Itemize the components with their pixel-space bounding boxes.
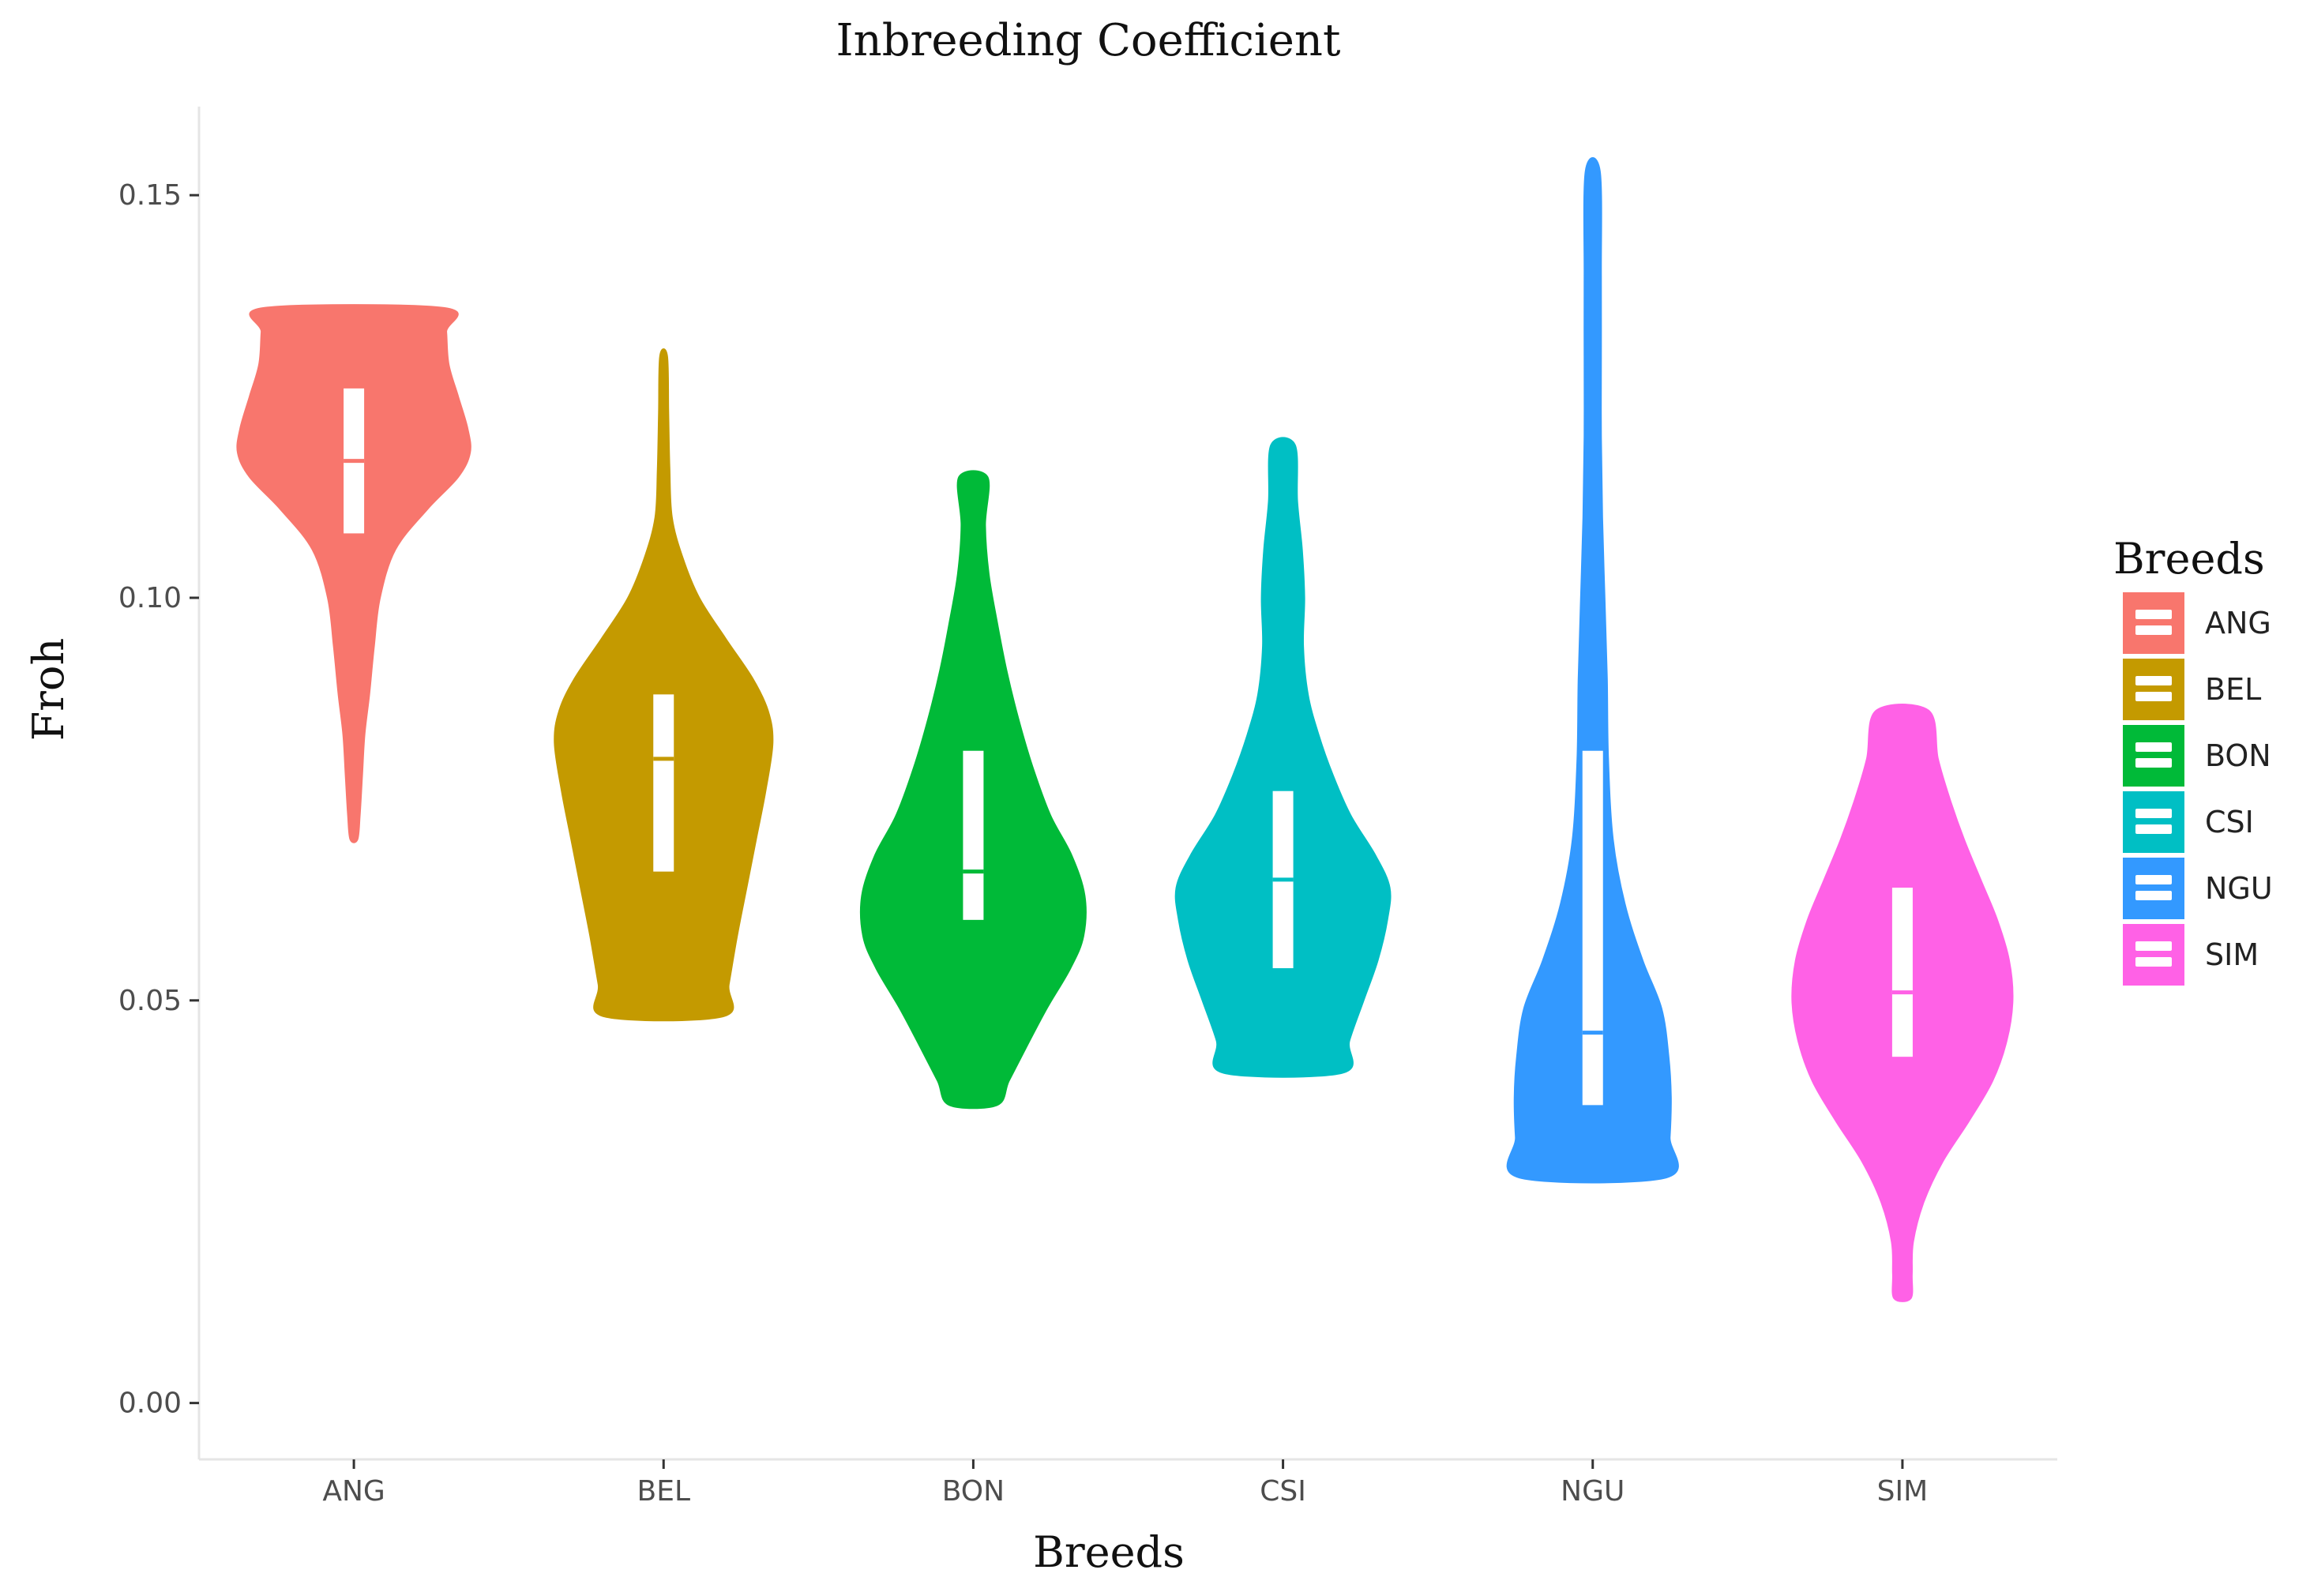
x-tick-label: NGU (1561, 1475, 1625, 1508)
legend-item-ngu: NGU (2123, 858, 2273, 919)
legend-key-box-top (2135, 809, 2172, 818)
legend-items: ANG BEL BON CSI NGU SIM (2123, 592, 2273, 986)
legend-label: ANG (2205, 606, 2271, 640)
violins (236, 157, 2014, 1302)
iqr-box (1582, 750, 1603, 1106)
violin-shape (236, 304, 471, 843)
legend-label: BON (2205, 738, 2271, 773)
y-tick-label: 0.10 (118, 582, 182, 614)
legend-item-sim: SIM (2123, 924, 2259, 986)
y-tick-label: 0.00 (118, 1388, 182, 1420)
legend-key-box-top (2135, 676, 2172, 685)
legend-key-box-top (2135, 875, 2172, 884)
legend-key (2123, 791, 2184, 853)
legend-label: BEL (2205, 672, 2261, 707)
legend-key-box-top (2135, 610, 2172, 619)
x-tick-label: SIM (1877, 1475, 1929, 1508)
legend-key (2123, 858, 2184, 919)
violin-sim (1791, 704, 2014, 1302)
violin-bon (859, 470, 1087, 1110)
chart-title: Inbreeding Coefficient (836, 15, 1341, 66)
violin-shape (1174, 437, 1392, 1078)
x-tick-label: ANG (322, 1475, 385, 1508)
x-axis-ticks: ANG BEL BON CSI NGU SIM (322, 1459, 1928, 1508)
y-axis-ticks: 0.00 0.05 0.10 0.15 (118, 179, 199, 1420)
y-tick-label: 0.15 (118, 179, 182, 212)
legend-item-csi: CSI (2123, 791, 2254, 853)
legend-key-box-bottom (2135, 625, 2172, 635)
plot-panel (197, 107, 2057, 1461)
legend-item-ang: ANG (2123, 592, 2271, 654)
legend-key-box-bottom (2135, 891, 2172, 900)
legend-key (2123, 659, 2184, 720)
legend-key (2123, 592, 2184, 654)
violin-shape (1506, 157, 1679, 1184)
legend-label: NGU (2205, 871, 2273, 906)
legend-item-bon: BON (2123, 725, 2271, 787)
legend-key-box-bottom (2135, 824, 2172, 834)
legend-item-bel: BEL (2123, 659, 2261, 720)
violin-csi (1174, 437, 1392, 1078)
legend-key-box-top (2135, 742, 2172, 752)
legend-key-box-bottom (2135, 957, 2172, 967)
x-tick-label: BON (942, 1475, 1005, 1508)
violin-bel (554, 348, 774, 1022)
legend-key-box-top (2135, 941, 2172, 951)
legend-key (2123, 725, 2184, 787)
x-axis-title: Breeds (1033, 1527, 1185, 1577)
violin-ang (236, 304, 471, 843)
legend-key-box-bottom (2135, 692, 2172, 701)
legend-label: CSI (2205, 805, 2254, 839)
legend-title: Breeds (2113, 534, 2265, 584)
iqr-box (1891, 888, 1913, 1057)
violin-shape (554, 348, 774, 1022)
legend: Breeds ANG BEL BON CSI NGU SIM (2113, 534, 2273, 986)
y-tick-label: 0.05 (118, 985, 182, 1017)
legend-label: SIM (2205, 937, 2259, 972)
x-tick-label: CSI (1260, 1475, 1306, 1508)
y-axis-title: Froh (24, 638, 73, 742)
legend-key-box-bottom (2135, 758, 2172, 768)
iqr-box (653, 694, 674, 872)
violin-ngu (1506, 157, 1679, 1184)
x-tick-label: BEL (637, 1475, 691, 1508)
iqr-box (963, 750, 984, 920)
legend-key (2123, 924, 2184, 986)
